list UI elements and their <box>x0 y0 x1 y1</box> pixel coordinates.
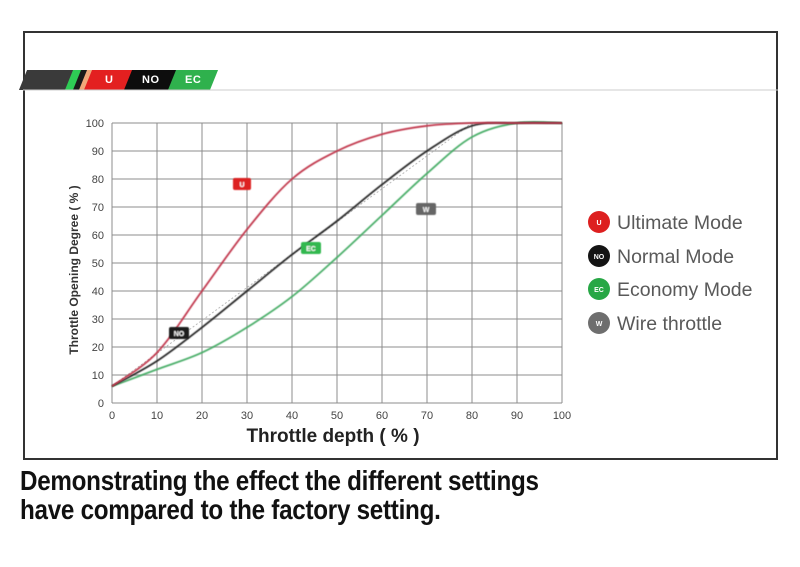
svg-text:100: 100 <box>553 410 571 422</box>
svg-text:60: 60 <box>376 410 388 422</box>
svg-text:40: 40 <box>286 410 298 422</box>
svg-text:EC: EC <box>306 246 316 253</box>
svg-text:10: 10 <box>151 410 163 422</box>
svg-text:30: 30 <box>241 410 253 422</box>
svg-text:50: 50 <box>331 410 343 422</box>
svg-text:30: 30 <box>92 314 104 326</box>
svg-text:Economy Mode: Economy Mode <box>617 279 752 301</box>
svg-text:0: 0 <box>98 398 104 410</box>
svg-text:W: W <box>596 321 603 328</box>
svg-text:70: 70 <box>92 202 104 214</box>
svg-text:U: U <box>596 220 601 227</box>
svg-text:100: 100 <box>86 118 104 130</box>
svg-text:U: U <box>239 182 244 189</box>
svg-text:W: W <box>423 207 430 214</box>
svg-text:NO: NO <box>594 254 605 261</box>
svg-text:Throttle depth ( % ): Throttle depth ( % ) <box>246 426 419 447</box>
svg-text:Ultimate Mode: Ultimate Mode <box>617 212 743 234</box>
svg-text:60: 60 <box>92 230 104 242</box>
svg-text:20: 20 <box>196 410 208 422</box>
svg-text:Throttle Opening Degree ( % ): Throttle Opening Degree ( % ) <box>67 185 81 354</box>
svg-text:NO: NO <box>174 331 185 338</box>
svg-text:40: 40 <box>92 286 104 298</box>
svg-text:20: 20 <box>92 342 104 354</box>
svg-text:Wire throttle: Wire throttle <box>617 313 722 335</box>
svg-text:Normal Mode: Normal Mode <box>617 246 734 268</box>
svg-text:90: 90 <box>511 410 523 422</box>
svg-text:EC: EC <box>594 287 604 294</box>
svg-text:80: 80 <box>92 174 104 186</box>
svg-text:70: 70 <box>421 410 433 422</box>
svg-text:90: 90 <box>92 146 104 158</box>
svg-text:50: 50 <box>92 258 104 270</box>
svg-text:0: 0 <box>109 410 115 422</box>
svg-text:80: 80 <box>466 410 478 422</box>
svg-text:10: 10 <box>92 370 104 382</box>
